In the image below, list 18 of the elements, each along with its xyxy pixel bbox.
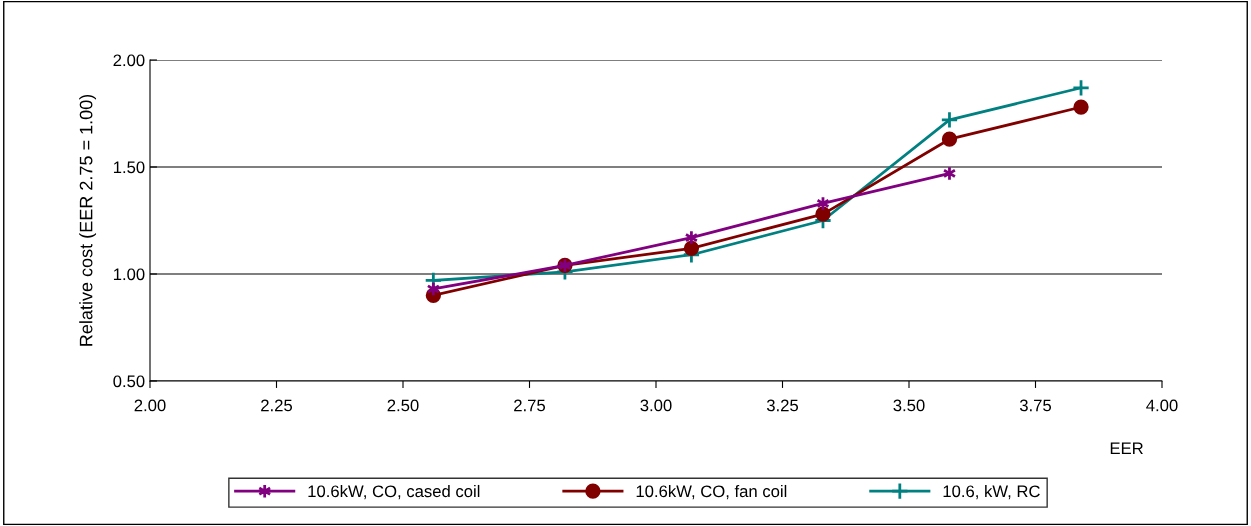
y-tick-label: 1.50 — [113, 161, 145, 174]
x-tick-label: 3.25 — [766, 399, 799, 412]
y-tick-label: 2.00 — [113, 54, 145, 67]
x-tick-label: 4.00 — [1146, 399, 1178, 412]
legend-label: 10.6kW, CO, cased coil — [308, 484, 480, 500]
y-axis-title: Relative cost (EER 2.75 = 1.00) — [79, 94, 97, 346]
legend-label: 10.6, kW, RC — [943, 484, 1040, 500]
y-tick-label: 1.00 — [113, 268, 145, 281]
x-axis-title: EER — [1110, 442, 1143, 455]
x-tick-label: 2.75 — [514, 399, 546, 412]
x-tick-label: 2.25 — [261, 399, 293, 412]
x-tick-label: 2.00 — [134, 399, 166, 412]
y-tick-label: 0.50 — [113, 375, 145, 388]
x-tick-label: 3.00 — [640, 399, 672, 412]
x-tick-label: 2.50 — [387, 399, 419, 412]
x-tick-label: 3.50 — [893, 399, 925, 412]
legend-label: 10.6kW, CO, fan coil — [636, 484, 787, 500]
x-tick-label: 3.75 — [1019, 399, 1052, 412]
